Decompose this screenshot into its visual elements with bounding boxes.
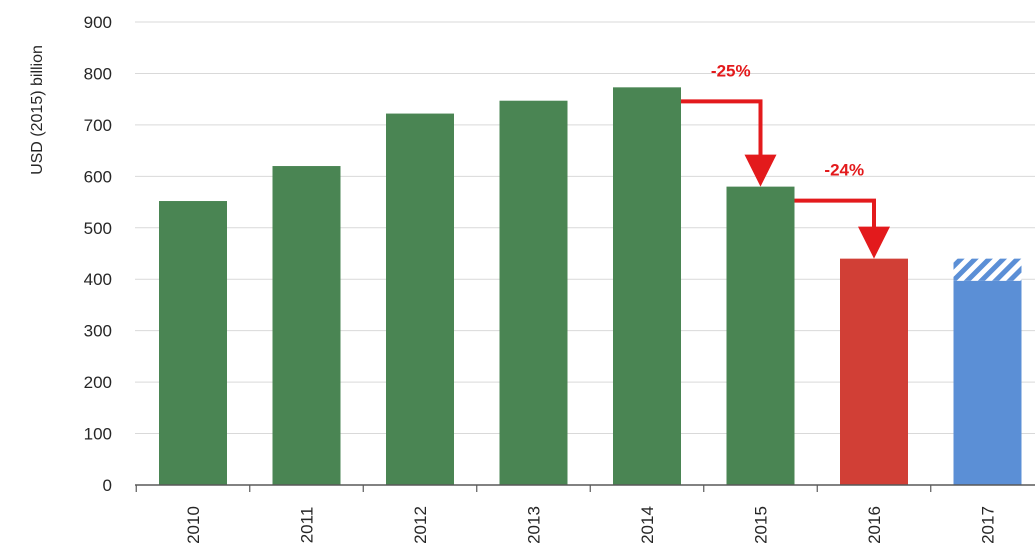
y-tick-label: 900 (84, 13, 112, 32)
annotations: -25% -24% (681, 61, 890, 259)
y-axis-title: USD (2015) billion (29, 45, 46, 175)
annotation-label: -24% (824, 161, 864, 180)
x-tick-label: 2015 (752, 506, 771, 544)
x-tick-label: 2012 (411, 506, 430, 544)
y-tick-label: 100 (84, 425, 112, 444)
annotation-arrow (681, 99, 777, 187)
y-tick-label: 700 (84, 116, 112, 135)
y-tick-label: 600 (84, 167, 112, 186)
bar (840, 258, 908, 485)
x-tick-label: 2010 (184, 506, 203, 544)
annotation-label: -25% (711, 61, 751, 80)
bar (386, 113, 454, 486)
bar (953, 280, 1022, 485)
bar (159, 201, 227, 485)
x-tick-label: 2013 (525, 506, 544, 544)
x-tick-label: 2017 (979, 506, 998, 544)
y-tick-label: 500 (84, 219, 112, 238)
y-tick-label: 800 (84, 64, 112, 83)
x-tick-label: 2016 (865, 506, 884, 544)
annotation-arrow (794, 198, 890, 259)
bar (726, 186, 795, 485)
axes: 0 100 200 300 400 500 600 700 800 900 2010 2011 2012… (84, 13, 1035, 544)
bars (159, 87, 1022, 486)
x-tick-label: 2014 (638, 506, 657, 544)
y-tick-label: 0 (103, 476, 112, 495)
x-tick-label: 2011 (298, 507, 317, 544)
bar (272, 166, 341, 486)
bar-hatched-segment (953, 258, 1022, 281)
bar (613, 87, 681, 485)
y-tick-label: 200 (84, 373, 112, 392)
bar (499, 100, 568, 486)
y-tick-label: 400 (84, 270, 112, 289)
y-tick-label: 300 (84, 322, 112, 341)
